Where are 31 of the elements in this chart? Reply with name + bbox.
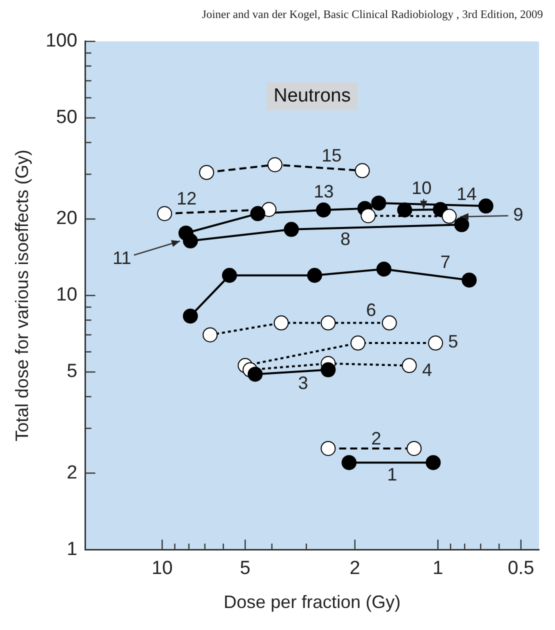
- x-axis-title: Dose per fraction (Gy): [224, 592, 401, 612]
- series-label: 4: [422, 360, 432, 380]
- y-tick-label: 10: [56, 284, 78, 306]
- y-tick-label: 100: [46, 30, 78, 52]
- x-tick-label: 2: [350, 558, 360, 580]
- x-tick-label: 1: [432, 558, 444, 580]
- text: Neutrons: [274, 86, 351, 107]
- series-label: 14: [456, 184, 477, 204]
- text: 9: [513, 204, 524, 225]
- series-label: 8: [340, 228, 350, 249]
- series-label: 2: [371, 428, 382, 448]
- series-label: 6: [366, 300, 376, 320]
- series-label: 10: [412, 178, 432, 198]
- x-tick-label: 10: [152, 558, 173, 580]
- series-label: 15: [322, 145, 342, 166]
- series-label: 1: [387, 464, 398, 485]
- y-tick-label: 1: [66, 538, 78, 560]
- y-tick-label: 20: [56, 208, 78, 230]
- series-label: 5: [448, 332, 458, 352]
- text: 11: [112, 248, 132, 268]
- series-label: 13: [314, 182, 334, 202]
- y-tick-label: 2: [66, 462, 78, 484]
- text: Joiner and van der Kogel, Basic Clinical Radiobiology , 3rd Edition, 2009: [200, 8, 544, 22]
- y-axis-title: Total dose for various isoeffects (Gy): [12, 150, 32, 442]
- y-tick-label: 50: [56, 107, 78, 128]
- series-label: 12: [176, 188, 197, 209]
- y-tick-label: 5: [66, 361, 78, 382]
- series-label: 7: [440, 252, 450, 272]
- x-tick-label: 5: [240, 558, 250, 580]
- series-label: 3: [298, 373, 308, 394]
- x-tick-label: 0.5: [508, 558, 534, 580]
